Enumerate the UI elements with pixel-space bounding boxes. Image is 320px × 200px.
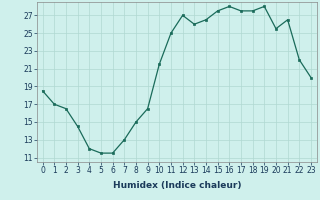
X-axis label: Humidex (Indice chaleur): Humidex (Indice chaleur) bbox=[113, 181, 241, 190]
